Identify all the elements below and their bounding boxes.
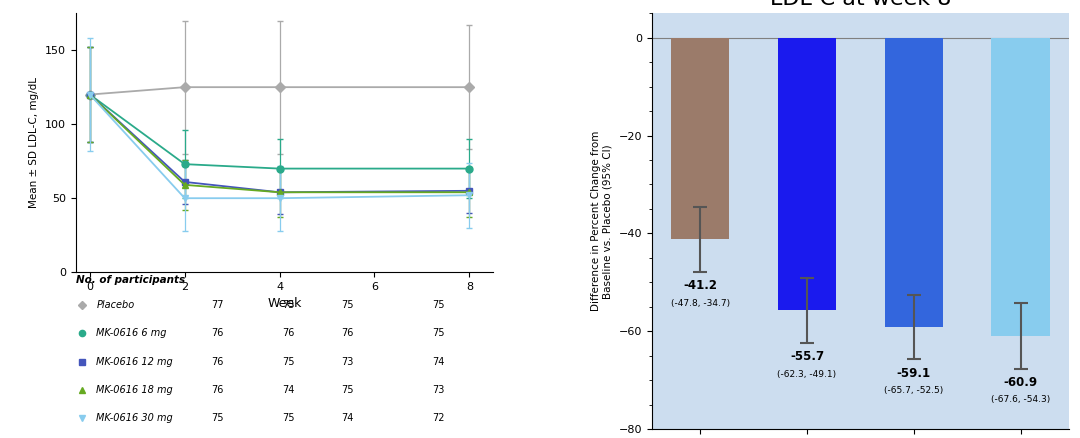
X-axis label: Week: Week <box>267 297 301 311</box>
Text: MK-0616 18 mg: MK-0616 18 mg <box>96 385 173 395</box>
Text: No. of participants: No. of participants <box>76 276 185 286</box>
Text: Placebo: Placebo <box>96 300 135 310</box>
Text: 75: 75 <box>340 300 353 310</box>
Bar <box>778 38 836 310</box>
Text: 73: 73 <box>341 357 353 367</box>
Text: 75: 75 <box>212 413 224 423</box>
Text: -41.2: -41.2 <box>683 279 717 292</box>
Text: 74: 74 <box>282 385 295 395</box>
Text: 72: 72 <box>433 413 445 423</box>
Text: 75: 75 <box>433 300 445 310</box>
Text: 76: 76 <box>212 328 224 339</box>
Text: 74: 74 <box>433 357 445 367</box>
Text: 76: 76 <box>212 357 224 367</box>
Text: (-62.3, -49.1): (-62.3, -49.1) <box>778 370 837 378</box>
Text: 75: 75 <box>282 300 295 310</box>
Bar <box>991 38 1050 336</box>
Text: (-65.7, -52.5): (-65.7, -52.5) <box>885 386 944 395</box>
Text: 74: 74 <box>341 413 353 423</box>
Bar <box>671 38 729 239</box>
Text: -60.9: -60.9 <box>1003 376 1038 389</box>
Text: 75: 75 <box>340 385 353 395</box>
Text: -59.1: -59.1 <box>896 367 931 380</box>
Text: 76: 76 <box>212 385 224 395</box>
Text: MK-0616 30 mg: MK-0616 30 mg <box>96 413 173 423</box>
Y-axis label: Difference in Percent Change from
Baseline vs. Placebo (95% CI): Difference in Percent Change from Baseli… <box>592 131 613 311</box>
Text: 76: 76 <box>282 328 295 339</box>
Text: 75: 75 <box>282 357 295 367</box>
Text: 76: 76 <box>341 328 353 339</box>
Text: 77: 77 <box>212 300 224 310</box>
Text: MK-0616 6 mg: MK-0616 6 mg <box>96 328 167 339</box>
Text: MK-0616 12 mg: MK-0616 12 mg <box>96 357 173 367</box>
Text: 75: 75 <box>282 413 295 423</box>
Text: 75: 75 <box>433 328 445 339</box>
Text: (-67.6, -54.3): (-67.6, -54.3) <box>991 396 1051 404</box>
Text: -55.7: -55.7 <box>789 350 824 363</box>
Title: LDL-C at week 8: LDL-C at week 8 <box>770 0 951 9</box>
Bar <box>885 38 943 327</box>
Text: (-47.8, -34.7): (-47.8, -34.7) <box>671 299 730 307</box>
Text: 73: 73 <box>433 385 445 395</box>
Y-axis label: Mean ± SD LDL-C, mg/dL: Mean ± SD LDL-C, mg/dL <box>29 77 39 208</box>
